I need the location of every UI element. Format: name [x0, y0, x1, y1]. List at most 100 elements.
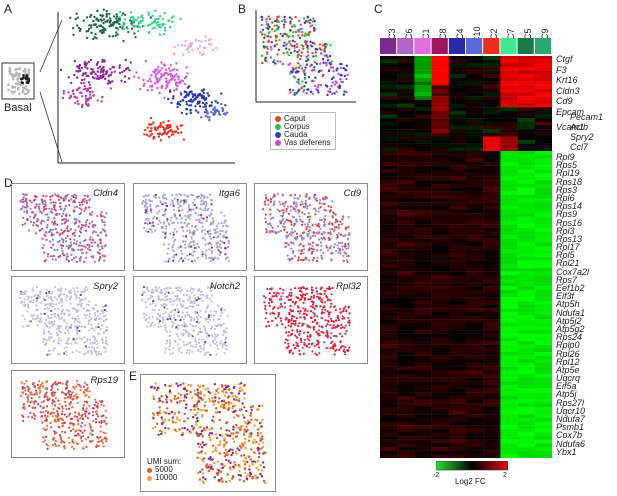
scatter-point	[285, 331, 288, 334]
scatter-point	[315, 287, 318, 290]
scatter-point	[20, 381, 23, 384]
scatter-point	[42, 299, 45, 302]
heatmap-cell	[380, 333, 398, 338]
scatter-point	[105, 72, 108, 76]
scatter-point	[77, 225, 80, 228]
scatter-point	[203, 327, 206, 330]
scatter-point	[26, 209, 29, 212]
scatter-point	[75, 240, 79, 243]
scatter-point	[46, 314, 50, 317]
heatmap-cell	[397, 172, 415, 177]
scatter-point	[105, 15, 108, 18]
heatmap-cell	[466, 85, 484, 90]
scatter-point	[45, 294, 49, 297]
scatter-point	[227, 242, 230, 245]
scatter-point	[198, 321, 201, 324]
heatmap-cell	[397, 425, 415, 429]
gene-label: Ndufa6	[556, 438, 586, 449]
scatter-point	[21, 77, 24, 80]
scatter-point	[142, 312, 146, 315]
scatter-point	[101, 15, 104, 18]
scatter-point	[159, 200, 162, 203]
scatter-point	[340, 323, 343, 326]
scatter-point	[35, 317, 38, 320]
scatter-point	[308, 215, 311, 218]
scatter-point	[133, 18, 136, 22]
scatter-point	[268, 302, 271, 305]
scatter-point	[219, 314, 222, 317]
scatter-point	[8, 67, 12, 70]
scatter-point	[281, 323, 284, 326]
scatter-point	[199, 203, 202, 206]
scatter-point	[92, 37, 95, 41]
scatter-point	[280, 295, 283, 298]
scatter-point	[289, 258, 292, 261]
scatter-point	[332, 347, 335, 350]
heatmap-cell	[534, 395, 552, 400]
scatter-point	[263, 301, 266, 304]
heatmap-cell	[517, 129, 535, 133]
scatter-point	[334, 221, 337, 224]
heatmap-cell	[466, 384, 484, 389]
heatmap-cell	[414, 439, 432, 444]
scatter-point	[291, 215, 294, 218]
heatmap-cell	[483, 271, 501, 276]
heatmap-cell	[500, 366, 518, 371]
scatter-point	[169, 123, 172, 127]
scatter-point	[166, 219, 169, 222]
heatmap-cell	[380, 88, 398, 93]
scatter-point	[40, 411, 43, 414]
gene-label: Rpl17	[556, 242, 580, 253]
scatter-point	[338, 348, 341, 351]
heatmap-cell	[448, 110, 467, 115]
heatmap-cell	[431, 362, 449, 367]
scatter-point	[207, 232, 210, 236]
heatmap-cell	[466, 136, 484, 141]
scatter-point	[287, 298, 290, 301]
scatter-point	[295, 317, 299, 320]
scatter-point	[23, 92, 27, 96]
heatmap-cell	[517, 425, 535, 429]
scatter-point	[84, 290, 87, 293]
scatter-point	[77, 102, 80, 106]
scatter-point	[221, 230, 224, 233]
scatter-point	[65, 256, 68, 259]
scatter-point	[112, 15, 116, 18]
heatmap-cell	[431, 352, 449, 356]
heatmap-cell	[466, 187, 484, 192]
scatter-point	[170, 216, 173, 219]
scatter-point	[185, 108, 189, 111]
scatter-point	[93, 329, 96, 332]
scatter-point	[202, 236, 205, 239]
heatmap-cell	[380, 384, 398, 389]
heatmap-cell	[517, 373, 535, 378]
heatmap-cell	[534, 147, 552, 152]
heatmap-cell	[380, 450, 398, 455]
scatter-point	[24, 289, 27, 292]
scatter-point	[293, 44, 296, 47]
heatmap-cell	[448, 432, 467, 437]
scatter-point	[210, 237, 213, 240]
scatter-point	[318, 325, 321, 328]
scatter-point	[57, 339, 60, 342]
scatter-point	[48, 240, 52, 243]
scatter-point	[340, 346, 343, 349]
scatter-point	[205, 249, 208, 252]
scatter-point	[260, 54, 264, 57]
scatter-point	[301, 34, 304, 37]
scatter-point	[85, 285, 88, 289]
heatmap-cell	[534, 304, 552, 309]
scatter-point	[65, 325, 68, 328]
heatmap-cell	[448, 414, 467, 418]
scatter-point	[267, 203, 270, 206]
scatter-point	[329, 336, 332, 339]
scatter-point	[83, 325, 86, 329]
scatter-point	[292, 242, 295, 245]
scatter-point	[82, 72, 85, 75]
scatter-point	[191, 95, 195, 99]
scatter-point	[102, 73, 106, 76]
scatter-point	[283, 205, 286, 208]
scatter-point	[80, 208, 83, 211]
scatter-point	[278, 220, 281, 223]
heatmap-cell	[517, 227, 535, 232]
